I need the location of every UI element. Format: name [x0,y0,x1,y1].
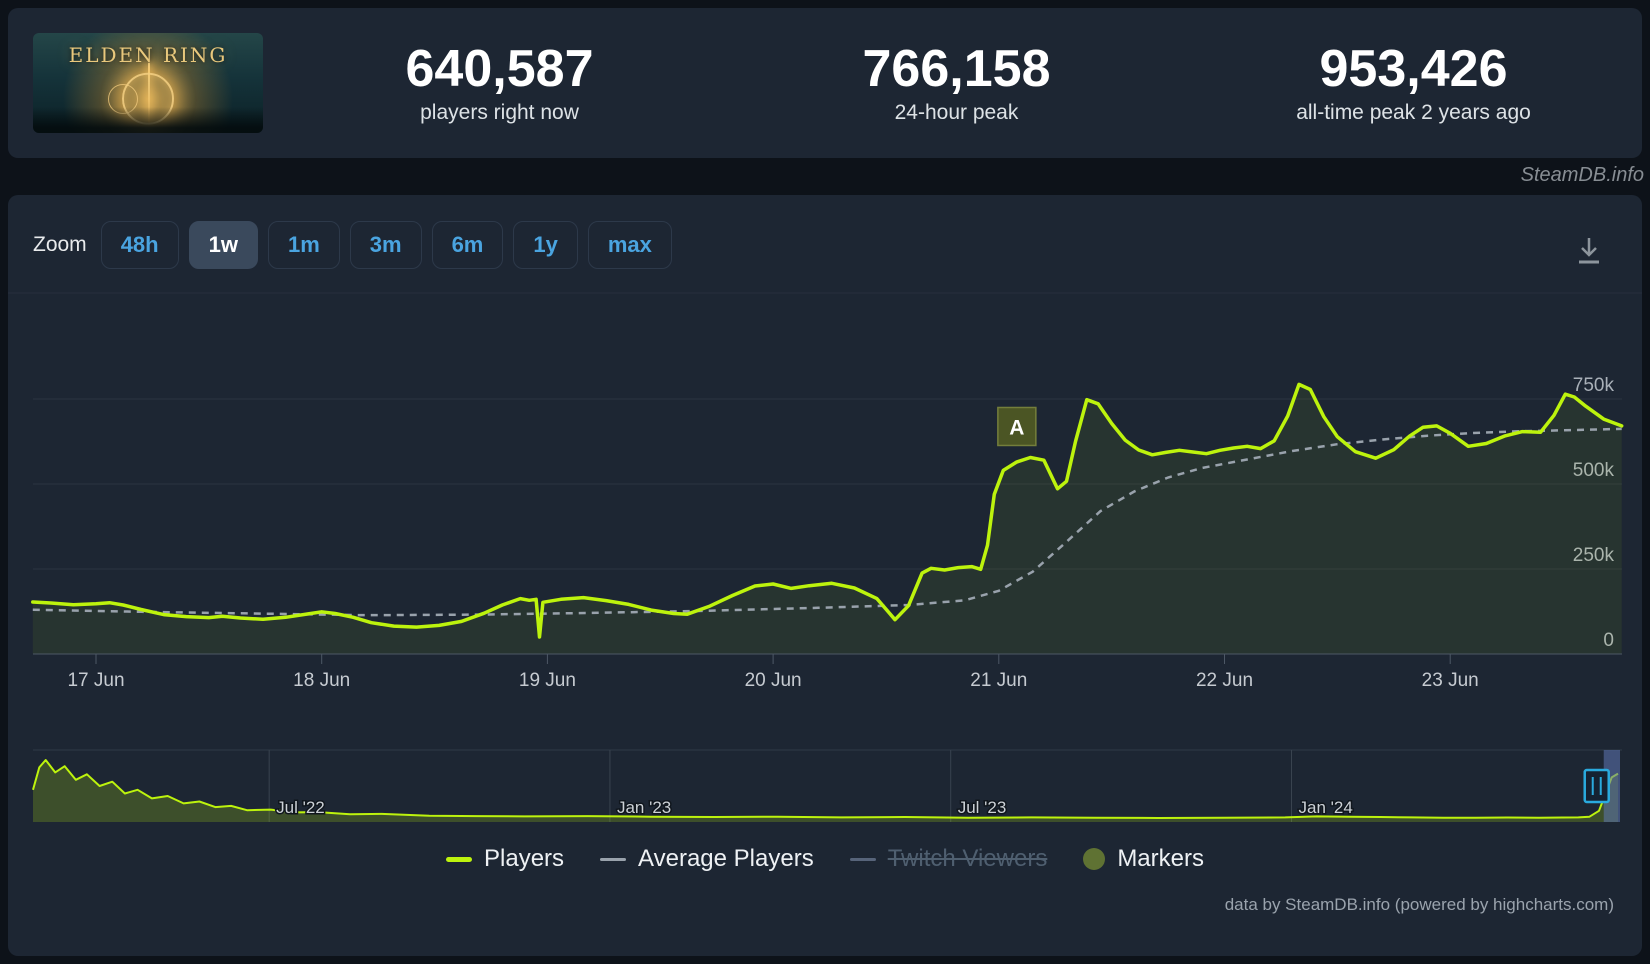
navigator-line [32,759,1619,819]
players-line-swatch [446,856,473,862]
chart-credits: data by SteamDB.info (powered by highcha… [1224,895,1614,914]
stat-24h-peak: 766,158 24-hour peak [728,8,1185,158]
x-axis-label: 18 Jun [293,670,350,691]
event-marker-a-box[interactable] [997,406,1037,447]
y-axis-label: 500k [1573,460,1615,481]
navigator-handle[interactable] [1583,768,1610,804]
chart-panel: 0 250k 500k 750k 17 Jun 18 Jun 19 Jun 20 Jun 21 … [8,195,1642,956]
x-axis-label: 21 Jun [970,670,1027,691]
y-axis-label: 750k [1573,375,1615,396]
legend-twitch-viewers-label: Twitch Viewers [887,845,1048,872]
navigator-selected-range[interactable] [1603,750,1620,822]
players-area-fill [32,384,1622,654]
navigator-handle-box[interactable] [1583,768,1610,804]
chart-legend: Players Average Players Twitch Viewers M… [8,845,1642,873]
download-chart-icon[interactable] [1574,235,1604,267]
range-button-1w[interactable]: 1w [188,221,258,269]
range-button-max[interactable]: max [587,221,672,269]
banner-game-title: ELDEN RING [68,43,228,67]
legend-average-players-label: Average Players [638,845,814,872]
range-button-1y[interactable]: 1y [513,221,578,269]
game-banner-image[interactable]: ELDEN RING [33,33,263,133]
event-marker-a[interactable]: A [997,406,1037,447]
legend-item-average-players[interactable]: Average Players [600,845,814,873]
stat-current-players-label: players right now [420,100,579,124]
navigator-area-fill [33,760,1618,822]
stat-current-players: 640,587 players right now [271,8,728,158]
range-button-3m[interactable]: 3m [349,221,422,269]
x-axis-label: 19 Jun [519,670,576,691]
stat-alltime-peak: 953,426 all-time peak 2 years ago [1185,8,1642,158]
navigator-date-label: Jul '22 [276,798,325,817]
twitch-viewers-line-swatch [849,857,876,861]
x-axis-label: 17 Jun [67,670,124,691]
stat-alltime-peak-value: 953,426 [1319,40,1508,99]
y-axis-label: 250k [1573,545,1615,566]
player-stats: 640,587 players right now 766,158 24-hou… [271,8,1642,158]
steamdb-watermark: SteamDB.info [1520,164,1644,186]
banner-foreground [33,107,263,133]
x-axis-label: 23 Jun [1422,670,1479,691]
zoom-toolbar: Zoom 48h 1w 1m 3m 6m 1y max [33,221,672,269]
navigator-date-label: Jan '23 [617,798,671,817]
x-axis-label: 22 Jun [1196,670,1253,691]
legend-item-markers[interactable]: Markers [1083,845,1204,873]
markers-swatch [1083,848,1106,870]
player-count-chart[interactable]: 0 250k 500k 750k 17 Jun 18 Jun 19 Jun 20 Jun 21 … [8,195,1642,956]
zoom-label: Zoom [33,233,87,256]
stat-current-players-value: 640,587 [405,40,594,99]
y-axis-label: 0 [1603,630,1614,651]
range-button-6m[interactable]: 6m [431,221,504,269]
range-button-1m[interactable]: 1m [267,221,340,269]
legend-markers-label: Markers [1117,845,1204,872]
stat-24h-peak-label: 24-hour peak [894,100,1019,124]
average-players-line-swatch [600,857,627,861]
stat-24h-peak-value: 766,158 [862,40,1051,99]
players-line [31,382,1624,639]
event-marker-a-label: A [1009,416,1024,439]
header-panel: ELDEN RING 640,587 players right now 766… [8,8,1642,158]
navigator-date-label: Jan '24 [1298,798,1352,817]
x-axis-label: 20 Jun [745,670,802,691]
legend-players-label: Players [484,845,565,872]
stat-alltime-peak-label: all-time peak 2 years ago [1296,100,1531,124]
range-button-48h[interactable]: 48h [100,221,179,269]
legend-item-players[interactable]: Players [446,845,564,873]
legend-item-twitch-viewers[interactable]: Twitch Viewers [849,845,1048,873]
navigator-date-label: Jul '23 [958,798,1007,817]
